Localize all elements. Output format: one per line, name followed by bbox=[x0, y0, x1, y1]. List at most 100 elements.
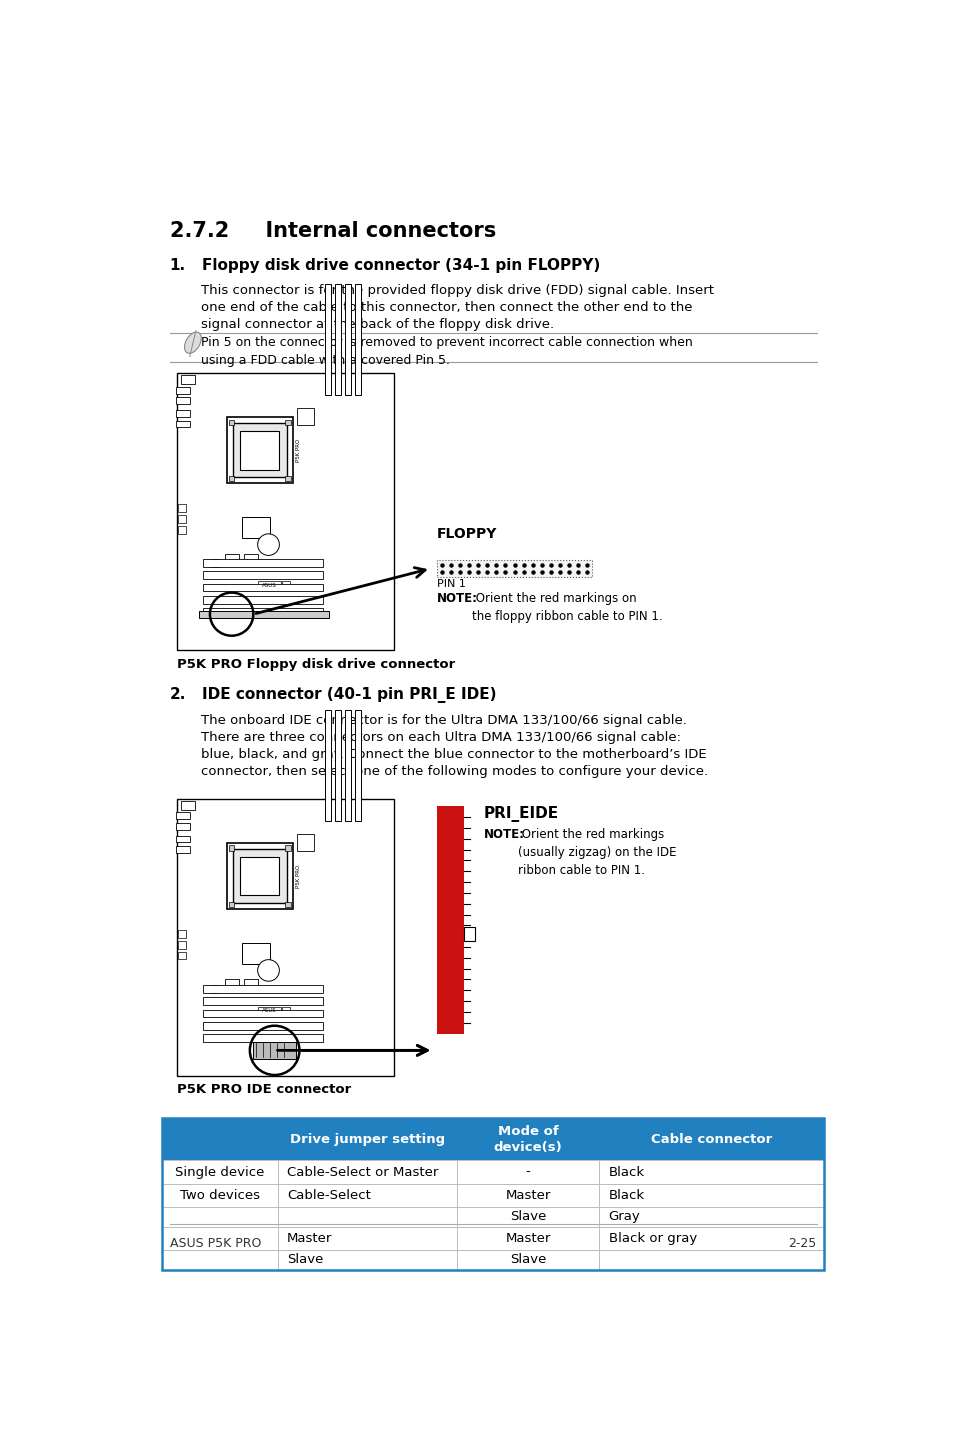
Bar bbox=[162, 1250, 823, 1270]
Bar bbox=[296, 834, 314, 851]
Text: 2-25: 2-25 bbox=[788, 1238, 816, 1251]
Text: P5K PRO IDE connector: P5K PRO IDE connector bbox=[177, 1083, 352, 1096]
Text: FLOPPY: FLOPPY bbox=[436, 526, 497, 541]
Bar bbox=[203, 571, 322, 580]
Text: Slave: Slave bbox=[509, 1211, 545, 1224]
Bar bbox=[325, 285, 331, 395]
Bar bbox=[229, 846, 234, 851]
Bar bbox=[253, 1043, 295, 1058]
Bar bbox=[436, 559, 592, 577]
Bar bbox=[229, 420, 234, 426]
Text: ASUS P5K PRO: ASUS P5K PRO bbox=[170, 1238, 261, 1251]
Bar bbox=[257, 581, 280, 590]
Bar bbox=[335, 710, 341, 821]
Text: Master: Master bbox=[287, 1232, 333, 1245]
Text: Orient the red markings on
the floppy ribbon cable to PIN 1.: Orient the red markings on the floppy ri… bbox=[472, 592, 661, 623]
Bar bbox=[233, 850, 287, 903]
Text: 2.7.2     Internal connectors: 2.7.2 Internal connectors bbox=[170, 221, 496, 242]
Bar bbox=[436, 807, 464, 1034]
Bar bbox=[178, 940, 186, 949]
Bar bbox=[210, 559, 219, 567]
Text: 1.: 1. bbox=[170, 257, 186, 273]
Bar bbox=[225, 979, 239, 986]
Text: signal connector at the back of the floppy disk drive.: signal connector at the back of the flop… bbox=[200, 318, 553, 331]
Text: connector, then select one of the following modes to configure your device.: connector, then select one of the follow… bbox=[200, 765, 707, 778]
Bar bbox=[162, 1227, 823, 1250]
Bar bbox=[175, 847, 190, 853]
Text: Cable connector: Cable connector bbox=[651, 1133, 772, 1146]
Bar bbox=[178, 505, 186, 512]
Text: Black: Black bbox=[608, 1166, 644, 1179]
Bar bbox=[203, 997, 322, 1005]
Bar bbox=[178, 930, 186, 938]
Bar bbox=[162, 1160, 823, 1183]
Bar bbox=[162, 1119, 823, 1270]
Bar bbox=[285, 420, 291, 426]
Bar bbox=[181, 375, 195, 384]
Bar bbox=[177, 372, 394, 650]
Bar bbox=[178, 952, 186, 959]
Bar bbox=[203, 597, 322, 604]
Bar bbox=[240, 431, 279, 470]
Bar bbox=[240, 857, 279, 896]
Bar bbox=[175, 410, 190, 417]
Bar bbox=[175, 397, 190, 404]
Text: Orient the red markings
(usually zigzag) on the IDE
ribbon cable to PIN 1.: Orient the red markings (usually zigzag)… bbox=[517, 828, 677, 877]
Bar bbox=[203, 608, 322, 615]
Bar bbox=[175, 812, 190, 820]
Text: Black: Black bbox=[608, 1189, 644, 1202]
Bar bbox=[325, 710, 331, 821]
Bar bbox=[244, 979, 258, 986]
Bar bbox=[226, 843, 293, 909]
Text: Gray: Gray bbox=[608, 1211, 639, 1224]
Text: -: - bbox=[525, 1166, 530, 1179]
Ellipse shape bbox=[184, 332, 201, 354]
Text: ASUS: ASUS bbox=[262, 582, 276, 588]
Bar bbox=[335, 285, 341, 395]
Text: There are three connectors on each Ultra DMA 133/100/66 signal cable:: There are three connectors on each Ultra… bbox=[200, 731, 679, 743]
Bar bbox=[285, 902, 291, 907]
Text: Master: Master bbox=[505, 1232, 550, 1245]
Bar bbox=[199, 611, 329, 617]
Text: NOTE:: NOTE: bbox=[483, 828, 524, 841]
Circle shape bbox=[257, 959, 279, 981]
Text: Cable-Select or Master: Cable-Select or Master bbox=[287, 1166, 438, 1179]
Bar bbox=[464, 926, 475, 940]
Bar bbox=[210, 985, 219, 992]
Bar bbox=[178, 515, 186, 523]
Bar bbox=[225, 554, 239, 561]
Bar bbox=[203, 1009, 322, 1017]
Text: Master: Master bbox=[505, 1189, 550, 1202]
Text: Black or gray: Black or gray bbox=[608, 1232, 696, 1245]
Text: 2.: 2. bbox=[170, 687, 186, 702]
Text: P5K PRO: P5K PRO bbox=[296, 439, 301, 462]
Bar bbox=[229, 902, 234, 907]
Bar bbox=[181, 801, 195, 810]
Bar bbox=[285, 476, 291, 482]
Bar bbox=[355, 710, 361, 821]
Text: Cable-Select: Cable-Select bbox=[287, 1189, 371, 1202]
Bar bbox=[242, 516, 270, 538]
Text: Drive jumper setting: Drive jumper setting bbox=[290, 1133, 444, 1146]
Text: Slave: Slave bbox=[509, 1254, 545, 1267]
Text: P5K PRO: P5K PRO bbox=[296, 864, 301, 887]
Text: Single device: Single device bbox=[175, 1166, 264, 1179]
Bar bbox=[296, 408, 314, 426]
Bar bbox=[175, 420, 190, 427]
Text: PRI_EIDE: PRI_EIDE bbox=[483, 807, 558, 823]
Text: This connector is for the provided floppy disk drive (FDD) signal cable. Insert: This connector is for the provided flopp… bbox=[200, 285, 713, 298]
Bar bbox=[244, 554, 258, 561]
Bar bbox=[203, 584, 322, 591]
Bar bbox=[203, 559, 322, 567]
Text: P5K PRO Floppy disk drive connector: P5K PRO Floppy disk drive connector bbox=[177, 657, 456, 670]
Bar bbox=[162, 1206, 823, 1227]
Circle shape bbox=[257, 533, 279, 555]
Text: The onboard IDE connector is for the Ultra DMA 133/100/66 signal cable.: The onboard IDE connector is for the Ult… bbox=[200, 713, 686, 726]
Bar bbox=[162, 1183, 823, 1206]
Bar bbox=[175, 835, 190, 843]
Bar bbox=[203, 985, 322, 992]
Text: IDE connector (40-1 pin PRI_E IDE): IDE connector (40-1 pin PRI_E IDE) bbox=[202, 687, 497, 703]
Bar bbox=[175, 823, 190, 830]
Text: Two devices: Two devices bbox=[180, 1189, 259, 1202]
Text: Slave: Slave bbox=[287, 1254, 323, 1267]
